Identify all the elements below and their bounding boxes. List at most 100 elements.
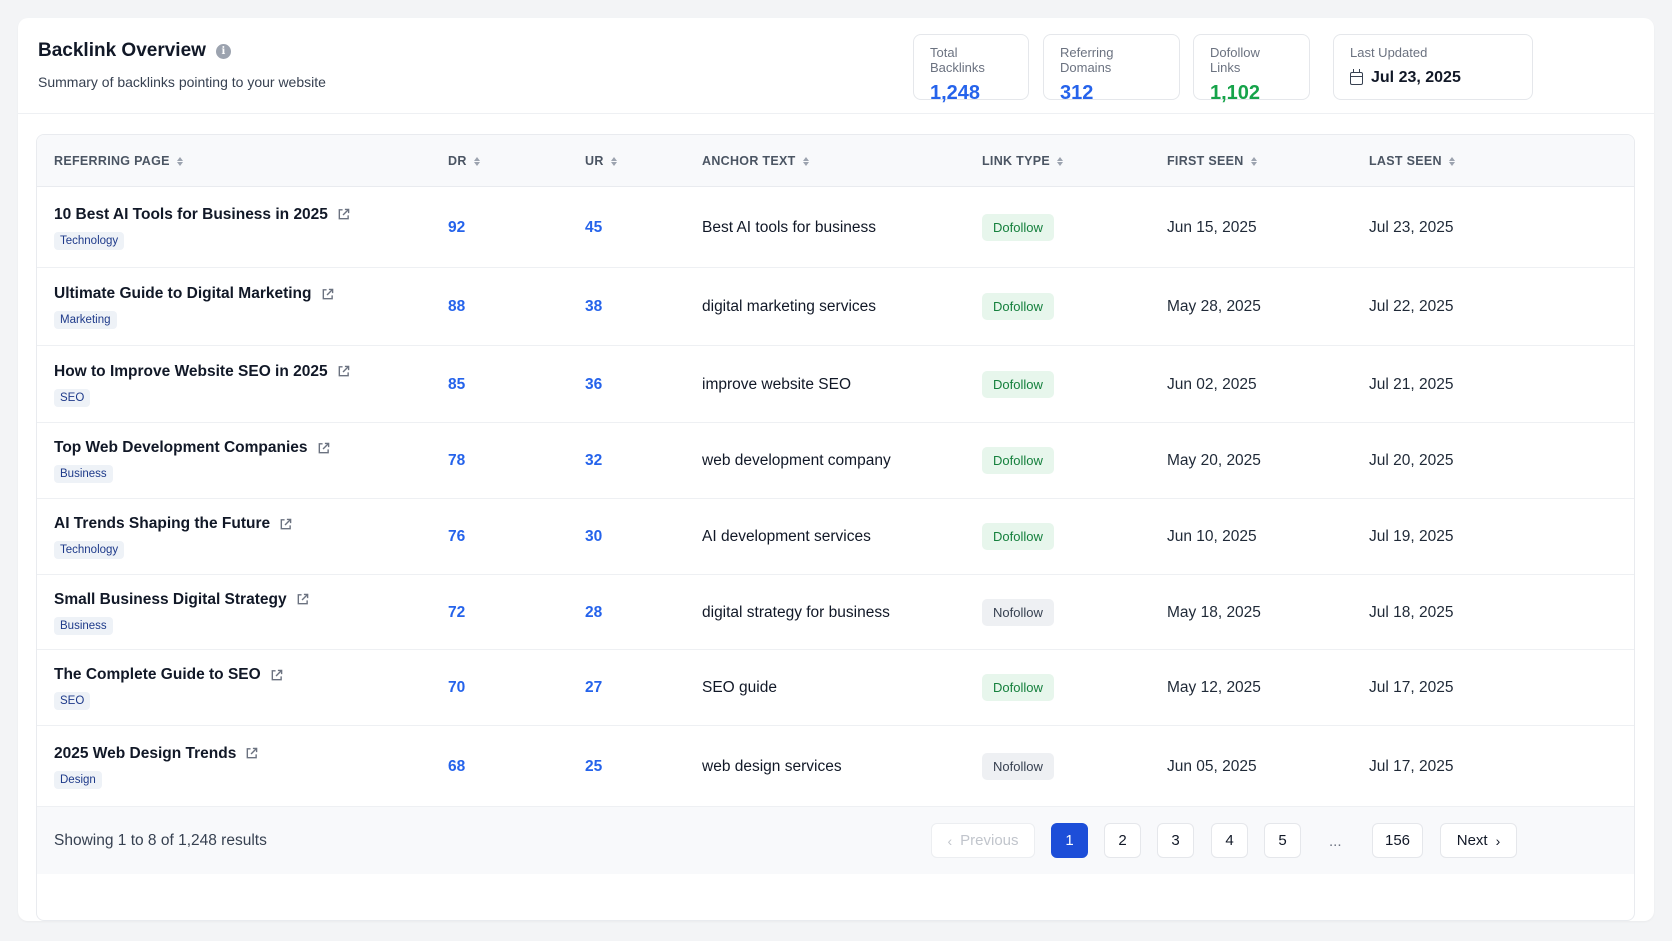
first-seen-date: May 18, 2025 (1167, 603, 1261, 621)
anchor-text: AI development services (702, 528, 871, 545)
column-header-ur[interactable]: UR (585, 154, 617, 168)
chevron-right-icon: › (1495, 832, 1501, 849)
link-type-badge: Dofollow (982, 370, 1054, 398)
table-header: REFERRING PAGE DR UR ANCHOR TEXT LINK TY… (37, 135, 1634, 187)
category-tag: Technology (54, 541, 125, 559)
external-link-icon[interactable] (245, 747, 258, 760)
page-button-5[interactable]: 5 (1264, 823, 1301, 858)
column-header-first-seen[interactable]: FIRST SEEN (1167, 154, 1257, 168)
info-icon[interactable]: i (215, 43, 231, 59)
referring-page-link[interactable]: Small Business Digital Strategy (54, 591, 309, 609)
page-title: Backlink Overview (38, 40, 206, 61)
external-link-icon[interactable] (317, 442, 330, 455)
stat-dofollow-links: Dofollow Links 1,102 (1193, 34, 1310, 104)
page-button-1[interactable]: 1 (1051, 823, 1088, 858)
page-button-2[interactable]: 2 (1104, 823, 1141, 858)
stat-last-updated: Last Updated Jul 23, 2025 (1333, 34, 1533, 100)
referring-page-title: 10 Best AI Tools for Business in 2025 (54, 205, 328, 223)
column-header-referring-page[interactable]: REFERRING PAGE (54, 154, 183, 168)
next-page-button[interactable]: Next › (1440, 823, 1517, 858)
referring-page-cell: 10 Best AI Tools for Business in 2025 Tec… (54, 206, 350, 250)
column-header-label: LAST SEEN (1369, 154, 1442, 168)
category-tag: Technology (54, 231, 125, 250)
backlink-overview-card: Backlink Overview i Summary of backlinks… (18, 18, 1654, 921)
table-row: Ultimate Guide to Digital Marketing Marke… (37, 268, 1634, 346)
referring-page-link[interactable]: 2025 Web Design Trends (54, 745, 258, 763)
external-link-icon[interactable] (321, 288, 334, 301)
page-button-last[interactable]: 156 (1372, 823, 1423, 858)
anchor-text: improve website SEO (702, 375, 852, 393)
ur-value: 28 (585, 603, 603, 621)
referring-page-cell: Ultimate Guide to Digital Marketing Marke… (54, 285, 334, 329)
anchor-text: digital marketing services (702, 298, 877, 315)
external-link-icon[interactable] (296, 593, 309, 606)
column-header-last-seen[interactable]: LAST SEEN (1369, 154, 1455, 168)
referring-page-title: 2025 Web Design Trends (54, 744, 237, 762)
category-tag: Business (54, 616, 113, 635)
category-tag: SEO (54, 692, 91, 710)
stat-value: 1,248 (930, 82, 981, 104)
last-seen-date: Jul 17, 2025 (1369, 679, 1454, 696)
category-tag: Business (54, 465, 113, 483)
column-header-anchor-text[interactable]: ANCHOR TEXT (702, 154, 809, 168)
title-row: Backlink Overview i (38, 40, 231, 62)
chevron-left-icon: ‹ (947, 832, 953, 849)
column-header-dr[interactable]: DR (448, 154, 480, 168)
referring-page-cell: The Complete Guide to SEO SEO (54, 666, 283, 710)
anchor-text: Best AI tools for business (702, 218, 877, 236)
column-header-label: REFERRING PAGE (54, 154, 170, 168)
column-header-label: LINK TYPE (982, 154, 1050, 168)
table-row: 10 Best AI Tools for Business in 2025 Tec… (37, 187, 1634, 268)
last-seen-date: Jul 21, 2025 (1369, 375, 1454, 393)
referring-page-cell: Top Web Development Companies Business (54, 439, 330, 483)
card-header: Backlink Overview i Summary of backlinks… (18, 18, 1654, 114)
sort-icon (802, 156, 809, 166)
last-seen-date: Jul 19, 2025 (1369, 528, 1454, 545)
previous-label: Previous (960, 832, 1019, 849)
first-seen-date: May 20, 2025 (1167, 452, 1261, 469)
dr-value: 78 (448, 452, 466, 469)
column-header-label: FIRST SEEN (1167, 154, 1244, 168)
link-type-badge: Dofollow (982, 674, 1054, 701)
external-link-icon[interactable] (337, 365, 350, 378)
referring-page-link[interactable]: 10 Best AI Tools for Business in 2025 (54, 206, 350, 224)
referring-page-title: Top Web Development Companies (54, 439, 308, 456)
sort-icon (1448, 156, 1455, 166)
external-link-icon[interactable] (279, 518, 292, 531)
last-seen-date: Jul 20, 2025 (1369, 452, 1454, 469)
referring-page-link[interactable]: Top Web Development Companies (54, 439, 330, 457)
ur-value: 38 (585, 298, 603, 315)
sort-icon (1056, 156, 1063, 166)
referring-page-link[interactable]: The Complete Guide to SEO (54, 666, 283, 684)
page-button-3[interactable]: 3 (1157, 823, 1194, 858)
referring-page-cell: Small Business Digital Strategy Business (54, 591, 309, 635)
referring-page-link[interactable]: Ultimate Guide to Digital Marketing (54, 285, 334, 303)
stat-value: 312 (1060, 82, 1094, 104)
calendar-icon (1350, 68, 1363, 85)
pagination-ellipsis: ... (1329, 833, 1342, 850)
referring-page-link[interactable]: How to Improve Website SEO in 2025 (54, 363, 350, 381)
sort-icon (473, 156, 480, 166)
stat-total-backlinks: Total Backlinks 1,248 (913, 34, 1029, 104)
referring-page-title: How to Improve Website SEO in 2025 (54, 362, 328, 380)
first-seen-date: Jun 05, 2025 (1167, 757, 1257, 775)
stat-label: Referring Domains (1060, 45, 1114, 75)
stat-date: Jul 23, 2025 (1350, 68, 1516, 87)
referring-page-title: Small Business Digital Strategy (54, 590, 287, 608)
table-row: The Complete Guide to SEO SEO 70 27 SEO guid… (37, 650, 1634, 726)
ur-value: 30 (585, 528, 603, 545)
ur-value: 45 (585, 218, 603, 236)
external-link-icon[interactable] (337, 208, 350, 221)
previous-page-button[interactable]: ‹ Previous (931, 823, 1035, 858)
table-row: Small Business Digital Strategy Business 7… (37, 575, 1634, 650)
anchor-text: web design services (702, 757, 842, 775)
referring-page-link[interactable]: AI Trends Shaping the Future (54, 515, 292, 533)
last-seen-date: Jul 17, 2025 (1369, 757, 1454, 775)
dr-value: 92 (448, 218, 466, 236)
page-button-4[interactable]: 4 (1211, 823, 1248, 858)
external-link-icon[interactable] (270, 669, 283, 682)
link-type-badge: Dofollow (982, 293, 1054, 320)
ur-value: 25 (585, 757, 603, 775)
table-row: Top Web Development Companies Business 78 3… (37, 423, 1634, 499)
column-header-link-type[interactable]: LINK TYPE (982, 154, 1063, 168)
